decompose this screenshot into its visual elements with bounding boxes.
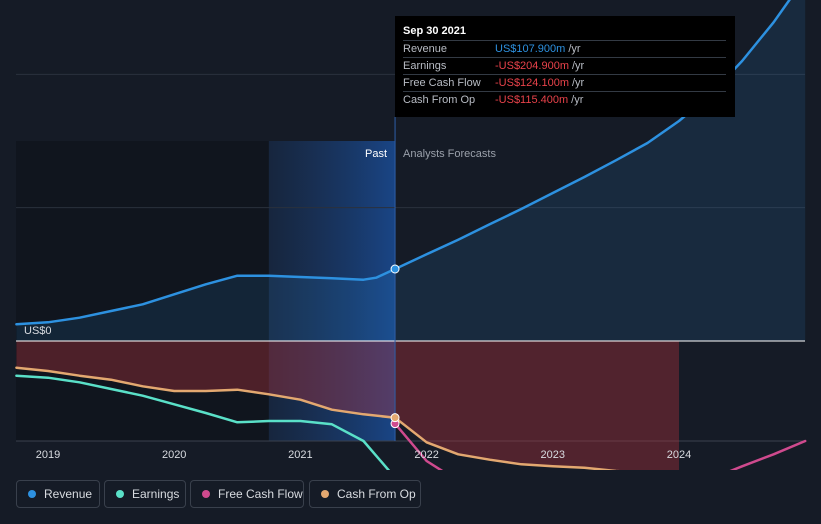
free-cash-flow-line	[393, 422, 807, 470]
cash-from-op-line	[15, 366, 620, 470]
x-tick-label: 2020	[162, 449, 186, 461]
legend-label: Cash From Op	[337, 487, 416, 501]
legend-cash-from-op[interactable]: Cash From Op	[309, 480, 421, 508]
tooltip-value: US$107.900m/yr	[495, 43, 581, 55]
cash-from-op-marker	[390, 413, 400, 423]
tooltip-row-revenue: Revenue US$107.900m/yr	[403, 40, 726, 58]
x-tick-label: 2024	[667, 449, 691, 461]
tooltip-row-free-cash-flow: Free Cash Flow -US$124.100m/yr	[403, 74, 726, 92]
tooltip-number: US$107.900m	[495, 43, 566, 55]
forecast-label: Analysts Forecasts	[403, 148, 496, 160]
tooltip-value: -US$115.400m/yr	[495, 94, 583, 106]
tooltip-number: -US$115.400m	[495, 94, 569, 106]
tooltip-value: -US$124.100m/yr	[495, 77, 584, 89]
tooltip-unit: /yr	[572, 60, 585, 72]
legend-revenue[interactable]: Revenue	[16, 480, 100, 508]
revenue-area	[16, 0, 806, 341]
tooltip-row-earnings: Earnings -US$204.900m/yr	[403, 57, 726, 75]
legend-label: Free Cash Flow	[218, 487, 303, 501]
x-tick-label: 2023	[541, 449, 565, 461]
chart-area: US$600mUS$0-US$300m201920202021202220232…	[15, 0, 807, 470]
tooltip-label: Revenue	[403, 43, 448, 55]
tooltip-number: -US$124.100m	[495, 77, 569, 89]
legend-dot	[116, 490, 124, 498]
cash-from-op-area	[16, 341, 679, 470]
legend-label: Revenue	[44, 487, 93, 501]
tooltip-unit: /yr	[571, 94, 584, 106]
tooltip-value: -US$204.900m/yr	[495, 60, 584, 72]
past-label: Past	[365, 148, 387, 160]
tooltip-number: -US$204.900m	[495, 60, 569, 72]
tooltip-date: Sep 30 2021	[403, 25, 466, 37]
x-tick-label: 2019	[36, 449, 60, 461]
tooltip-unit: /yr	[568, 43, 581, 55]
highlight-band	[268, 141, 396, 441]
x-tick-label: 2021	[288, 449, 312, 461]
tooltip-label: Cash From Op	[403, 94, 476, 106]
y-tick-label: US$0	[24, 325, 52, 337]
tooltip: Sep 30 2021 Revenue US$107.900m/yr Earni…	[395, 16, 735, 117]
legend-dot	[321, 490, 329, 498]
tooltip-label: Earnings	[403, 60, 447, 72]
tooltip-row-cash-from-op: Cash From Op -US$115.400m/yr	[403, 91, 726, 109]
legend-dot	[202, 490, 210, 498]
legend-free-cash-flow[interactable]: Free Cash Flow	[190, 480, 304, 508]
tooltip-label: Free Cash Flow	[403, 77, 481, 89]
legend-dot	[28, 490, 36, 498]
tooltip-unit: /yr	[572, 77, 585, 89]
earnings-line	[15, 374, 391, 470]
legend-label: Earnings	[132, 487, 180, 501]
revenue-marker	[390, 264, 400, 274]
x-tick-label: 2022	[414, 449, 438, 461]
legend-earnings[interactable]: Earnings	[104, 480, 186, 508]
